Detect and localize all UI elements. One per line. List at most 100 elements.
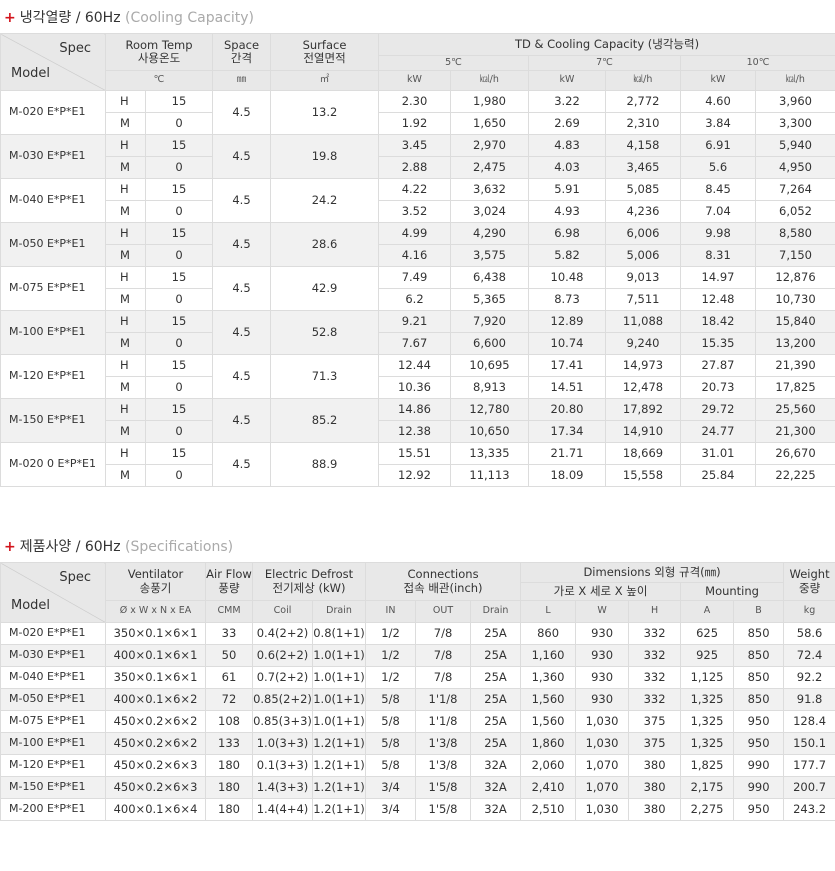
- temp: 7℃: [528, 55, 681, 71]
- value: 7.67: [378, 332, 451, 355]
- row: M 0 12.38 10,650 17.34 14,910 24.77 21,300: [1, 420, 835, 443]
- value: 1/2: [365, 644, 417, 667]
- value: 133: [205, 732, 253, 755]
- cooling-table: Spec Model Room Temp 사용온도 Space 간격 Surface…: [0, 33, 835, 487]
- model: M-075 E*P*E1: [0, 710, 106, 733]
- value: 1.0(1+1): [311, 666, 367, 689]
- header: TD & Cooling Capacity (냉각능력): [377, 33, 835, 56]
- temp: 15: [145, 134, 213, 157]
- value: 7/8: [415, 622, 472, 645]
- spec: Spec: [59, 570, 91, 585]
- header: Space 간격: [212, 33, 271, 71]
- value: 1.92: [378, 112, 451, 135]
- model: M-120 E*P*E1: [0, 354, 106, 399]
- value: 4.03: [528, 156, 606, 179]
- value: 6.91: [680, 134, 756, 157]
- value: 17,825: [754, 376, 835, 399]
- unit: kg: [783, 600, 835, 623]
- value: 3.22: [528, 90, 606, 113]
- value: 7,264: [754, 178, 835, 201]
- value: 17,892: [605, 398, 681, 421]
- mode: M: [105, 376, 146, 399]
- label: 전열면적: [303, 51, 346, 65]
- value: 950: [733, 710, 785, 733]
- value: 58.6: [783, 622, 835, 645]
- value: 4.22: [378, 178, 451, 201]
- value: 6,438: [450, 266, 529, 289]
- surface: 24.2: [270, 178, 379, 223]
- value: 25A: [470, 622, 522, 645]
- row: M-050 E*P*E1 400×0.1×6×2 72 0.85(2+2) 1.0(1+…: [0, 688, 835, 711]
- value: 7,150: [754, 244, 835, 267]
- temp: 0: [145, 244, 213, 267]
- value: 72: [205, 688, 253, 711]
- value: 150.1: [783, 732, 835, 755]
- value: 10,695: [450, 354, 529, 377]
- value: 180: [205, 754, 253, 777]
- label: 풍량: [218, 580, 240, 595]
- temp: 5℃: [378, 55, 529, 71]
- value: 1.0(3+3): [252, 732, 313, 755]
- model: M-040 E*P*E1: [0, 666, 106, 689]
- sub-header: Coil: [252, 600, 313, 623]
- value: 128.4: [783, 710, 835, 733]
- value: 1'3/8: [415, 754, 472, 777]
- unit: kW: [378, 70, 451, 91]
- value: 14.86: [378, 398, 451, 421]
- model: M-200 E*P*E1: [0, 798, 106, 821]
- mode: M: [105, 244, 146, 267]
- label: Surface: [302, 37, 347, 52]
- value: 2,970: [450, 134, 529, 157]
- space: 4.5: [212, 398, 271, 443]
- row: M-150 E*P*E1 450×0.2×6×3 180 1.4(3+3) 1.2(1+…: [0, 776, 835, 799]
- value: 7.04: [680, 200, 756, 223]
- label: Room Temp: [125, 37, 193, 52]
- value: 2,475: [450, 156, 529, 179]
- value: 1,860: [520, 732, 577, 755]
- model: M-100 E*P*E1: [0, 732, 106, 755]
- model: M-020 E*P*E1: [0, 90, 106, 135]
- value: 12,478: [605, 376, 681, 399]
- model: M-150 E*P*E1: [0, 776, 106, 799]
- value: 18.42: [680, 310, 756, 333]
- value: 450×0.2×6×2: [105, 732, 206, 755]
- value: 14,910: [605, 420, 681, 443]
- value: 29.72: [680, 398, 756, 421]
- value: 1'5/8: [415, 776, 472, 799]
- value: 1.2(1+1): [311, 798, 367, 821]
- value: 20.80: [528, 398, 606, 421]
- value: 0.8(1+1): [311, 622, 367, 645]
- header: Surface 전열면적: [270, 33, 379, 71]
- value: 9,013: [605, 266, 681, 289]
- value: 1.0(1+1): [311, 710, 367, 733]
- label: 사용온도: [137, 51, 181, 65]
- row: M 0 7.67 6,600 10.74 9,240 15.35 13,200: [1, 332, 835, 355]
- value: 108: [205, 710, 253, 733]
- value: 6,600: [450, 332, 529, 355]
- value: 12.92: [378, 464, 451, 487]
- value: 6.2: [378, 288, 451, 311]
- mode: H: [105, 310, 146, 333]
- value: 1,030: [575, 798, 630, 821]
- value: 33: [205, 622, 253, 645]
- value: 4.99: [378, 222, 451, 245]
- temp: 0: [145, 200, 213, 223]
- row: M-200 E*P*E1 400×0.1×6×4 180 1.4(4+4) 1.2(1+…: [0, 798, 835, 821]
- row: M-075 E*P*E1 H 15 4.5 42.9 7.49 6,438 10.48 9,01…: [0, 266, 835, 311]
- value: 5,006: [605, 244, 681, 267]
- label: Connections: [407, 567, 479, 582]
- value: 18,669: [605, 442, 681, 465]
- value: 1,560: [520, 710, 577, 733]
- mode: H: [105, 90, 146, 113]
- value: 3.45: [378, 134, 451, 157]
- model: M-040 E*P*E1: [0, 178, 106, 223]
- row: M-120 E*P*E1 H 15 4.5 71.3 12.44 10,695 17.41 14…: [0, 354, 835, 399]
- row: M-020 E*P*E1 350×0.1×6×1 33 0.4(2+2) 0.8(1+1…: [0, 622, 835, 645]
- spec-table: Spec Model Ventilator 송풍기 Air Flow 풍량 Elec…: [0, 562, 835, 821]
- value: 0.6(2+2): [252, 644, 313, 667]
- value: 5,940: [754, 134, 835, 157]
- value: 10.36: [378, 376, 451, 399]
- value: 180: [205, 776, 253, 799]
- value: 3/4: [365, 776, 417, 799]
- sub-header: W: [575, 600, 630, 623]
